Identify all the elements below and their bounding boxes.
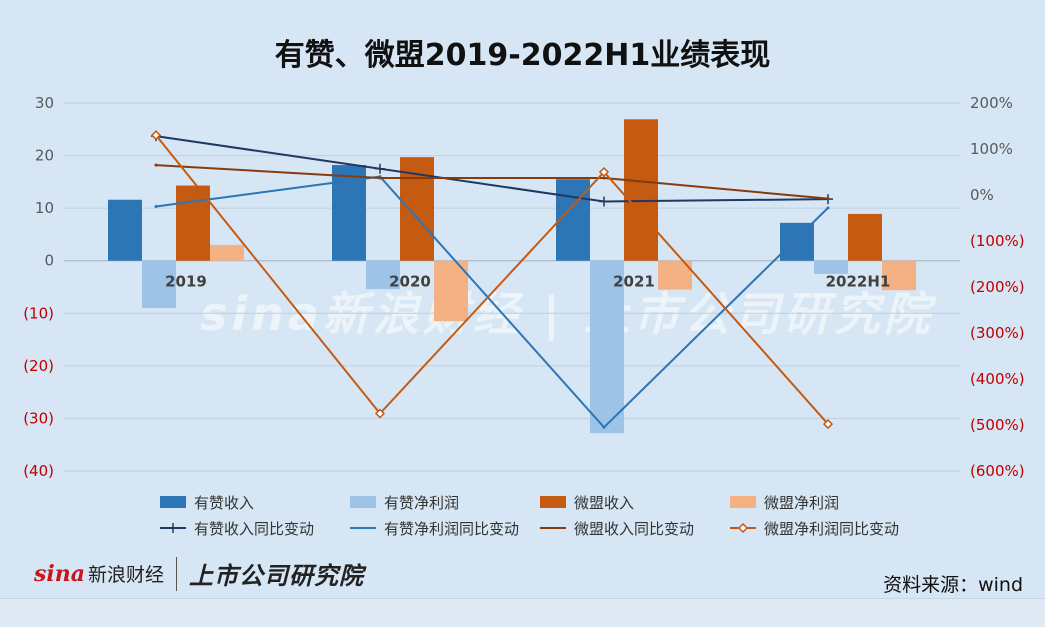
line-marker: [378, 176, 382, 180]
line-marker: [602, 425, 606, 429]
y2-tick-label: 200%: [970, 94, 1013, 112]
legend-item: 微盟净利润: [730, 493, 920, 512]
bar: [848, 213, 882, 261]
bar: [176, 185, 210, 261]
y-tick-label: 20: [35, 147, 54, 165]
watermark: sina新浪财经 | 上市公司研究院: [200, 287, 934, 341]
bar: [780, 222, 814, 261]
legend-swatch: [540, 521, 566, 535]
logo-divider: [176, 556, 178, 591]
y-tick-label: (20): [23, 357, 54, 375]
line-marker: [154, 163, 158, 167]
series-line: [155, 135, 829, 203]
x-tick-label: 2021: [613, 273, 655, 291]
legend-label: 有赞净利润: [384, 493, 460, 512]
y-tick-label: 30: [35, 94, 54, 112]
series-line: [155, 164, 829, 200]
line-marker: [826, 206, 830, 210]
legend-swatch: [160, 521, 186, 535]
legend-label: 有赞净利润同比变动: [384, 519, 520, 538]
legend-label: 微盟净利润: [764, 493, 840, 512]
line-marker: [826, 197, 830, 201]
line-marker: [375, 163, 385, 174]
y2-tick-label: 100%: [970, 140, 1013, 158]
legend-swatch: [160, 496, 186, 508]
legend-label: 微盟净利润同比变动: [764, 519, 900, 538]
y2-tick-label: (500%): [970, 416, 1025, 434]
bar: [108, 199, 142, 261]
line-marker: [374, 408, 386, 419]
y2-tick-label: (600%): [970, 462, 1025, 480]
legend-item: 微盟净利润同比变动: [730, 519, 920, 538]
bar: [434, 260, 468, 322]
legend-item: 有赞净利润: [350, 493, 540, 512]
bar: [366, 260, 400, 290]
x-tick-label: 2022H1: [826, 273, 891, 291]
y2-tick-label: 0%: [970, 186, 994, 204]
chart-title: 有赞、微盟2019-2022H1业绩表现: [274, 38, 771, 73]
line-marker: [822, 419, 834, 430]
legend-item: 有赞净利润同比变动: [350, 519, 540, 538]
source-note: 资料来源：wind: [883, 574, 1023, 596]
legend-label: 微盟收入同比变动: [574, 519, 695, 538]
y-tick-label: (30): [23, 409, 54, 427]
bar: [590, 260, 624, 434]
logo-cn-text: 新浪财经: [88, 564, 165, 586]
legend-swatch: [350, 521, 376, 535]
bar: [142, 260, 176, 309]
legend-swatch: [540, 496, 566, 508]
x-tick-label: 2020: [389, 273, 431, 291]
line-marker: [150, 130, 162, 141]
y-tick-label: 0: [44, 252, 54, 270]
bar: [210, 244, 244, 261]
line-marker: [602, 176, 606, 180]
sina-logo: sina 新浪财经 上市公司研究院: [34, 556, 364, 591]
y2-tick-label: (100%): [970, 232, 1025, 250]
line-marker: [598, 166, 610, 178]
legend-item: 有赞收入同比变动: [160, 519, 350, 538]
chart-legend: 有赞收入 有赞净利润 微盟收入 微盟净利润有赞收入同比变动 有赞净利润同比变动 微盟收入同…: [160, 493, 920, 538]
series-line: [155, 175, 829, 429]
y-tick-label: (40): [23, 462, 54, 480]
y2-tick-label: (300%): [970, 324, 1025, 342]
legend-item: 微盟收入同比变动: [540, 519, 730, 538]
y-tick-label: (10): [23, 304, 54, 322]
line-marker: [599, 196, 609, 207]
y-tick-label: 10: [35, 199, 54, 217]
line-marker: [154, 205, 158, 208]
bar: [882, 260, 916, 291]
y2-tick-label: (200%): [970, 278, 1025, 296]
legend-label: 有赞收入: [194, 493, 255, 512]
bottom-bar: [0, 598, 1045, 627]
bar: [814, 260, 848, 274]
logo-sina-text: sina: [34, 560, 85, 587]
legend-swatch: [730, 496, 756, 508]
x-tick-label: 2019: [165, 273, 207, 291]
logo-research-text: 上市公司研究院: [189, 562, 365, 590]
legend-label: 有赞收入同比变动: [194, 519, 315, 538]
y2-tick-label: (400%): [970, 370, 1025, 388]
legend-swatch: [730, 521, 756, 535]
legend-swatch: [350, 496, 376, 508]
legend-item: 微盟收入: [540, 493, 730, 512]
bar: [624, 119, 658, 261]
legend-label: 微盟收入: [574, 493, 635, 512]
legend-item: 有赞收入: [160, 493, 350, 512]
series-line: [155, 134, 829, 425]
